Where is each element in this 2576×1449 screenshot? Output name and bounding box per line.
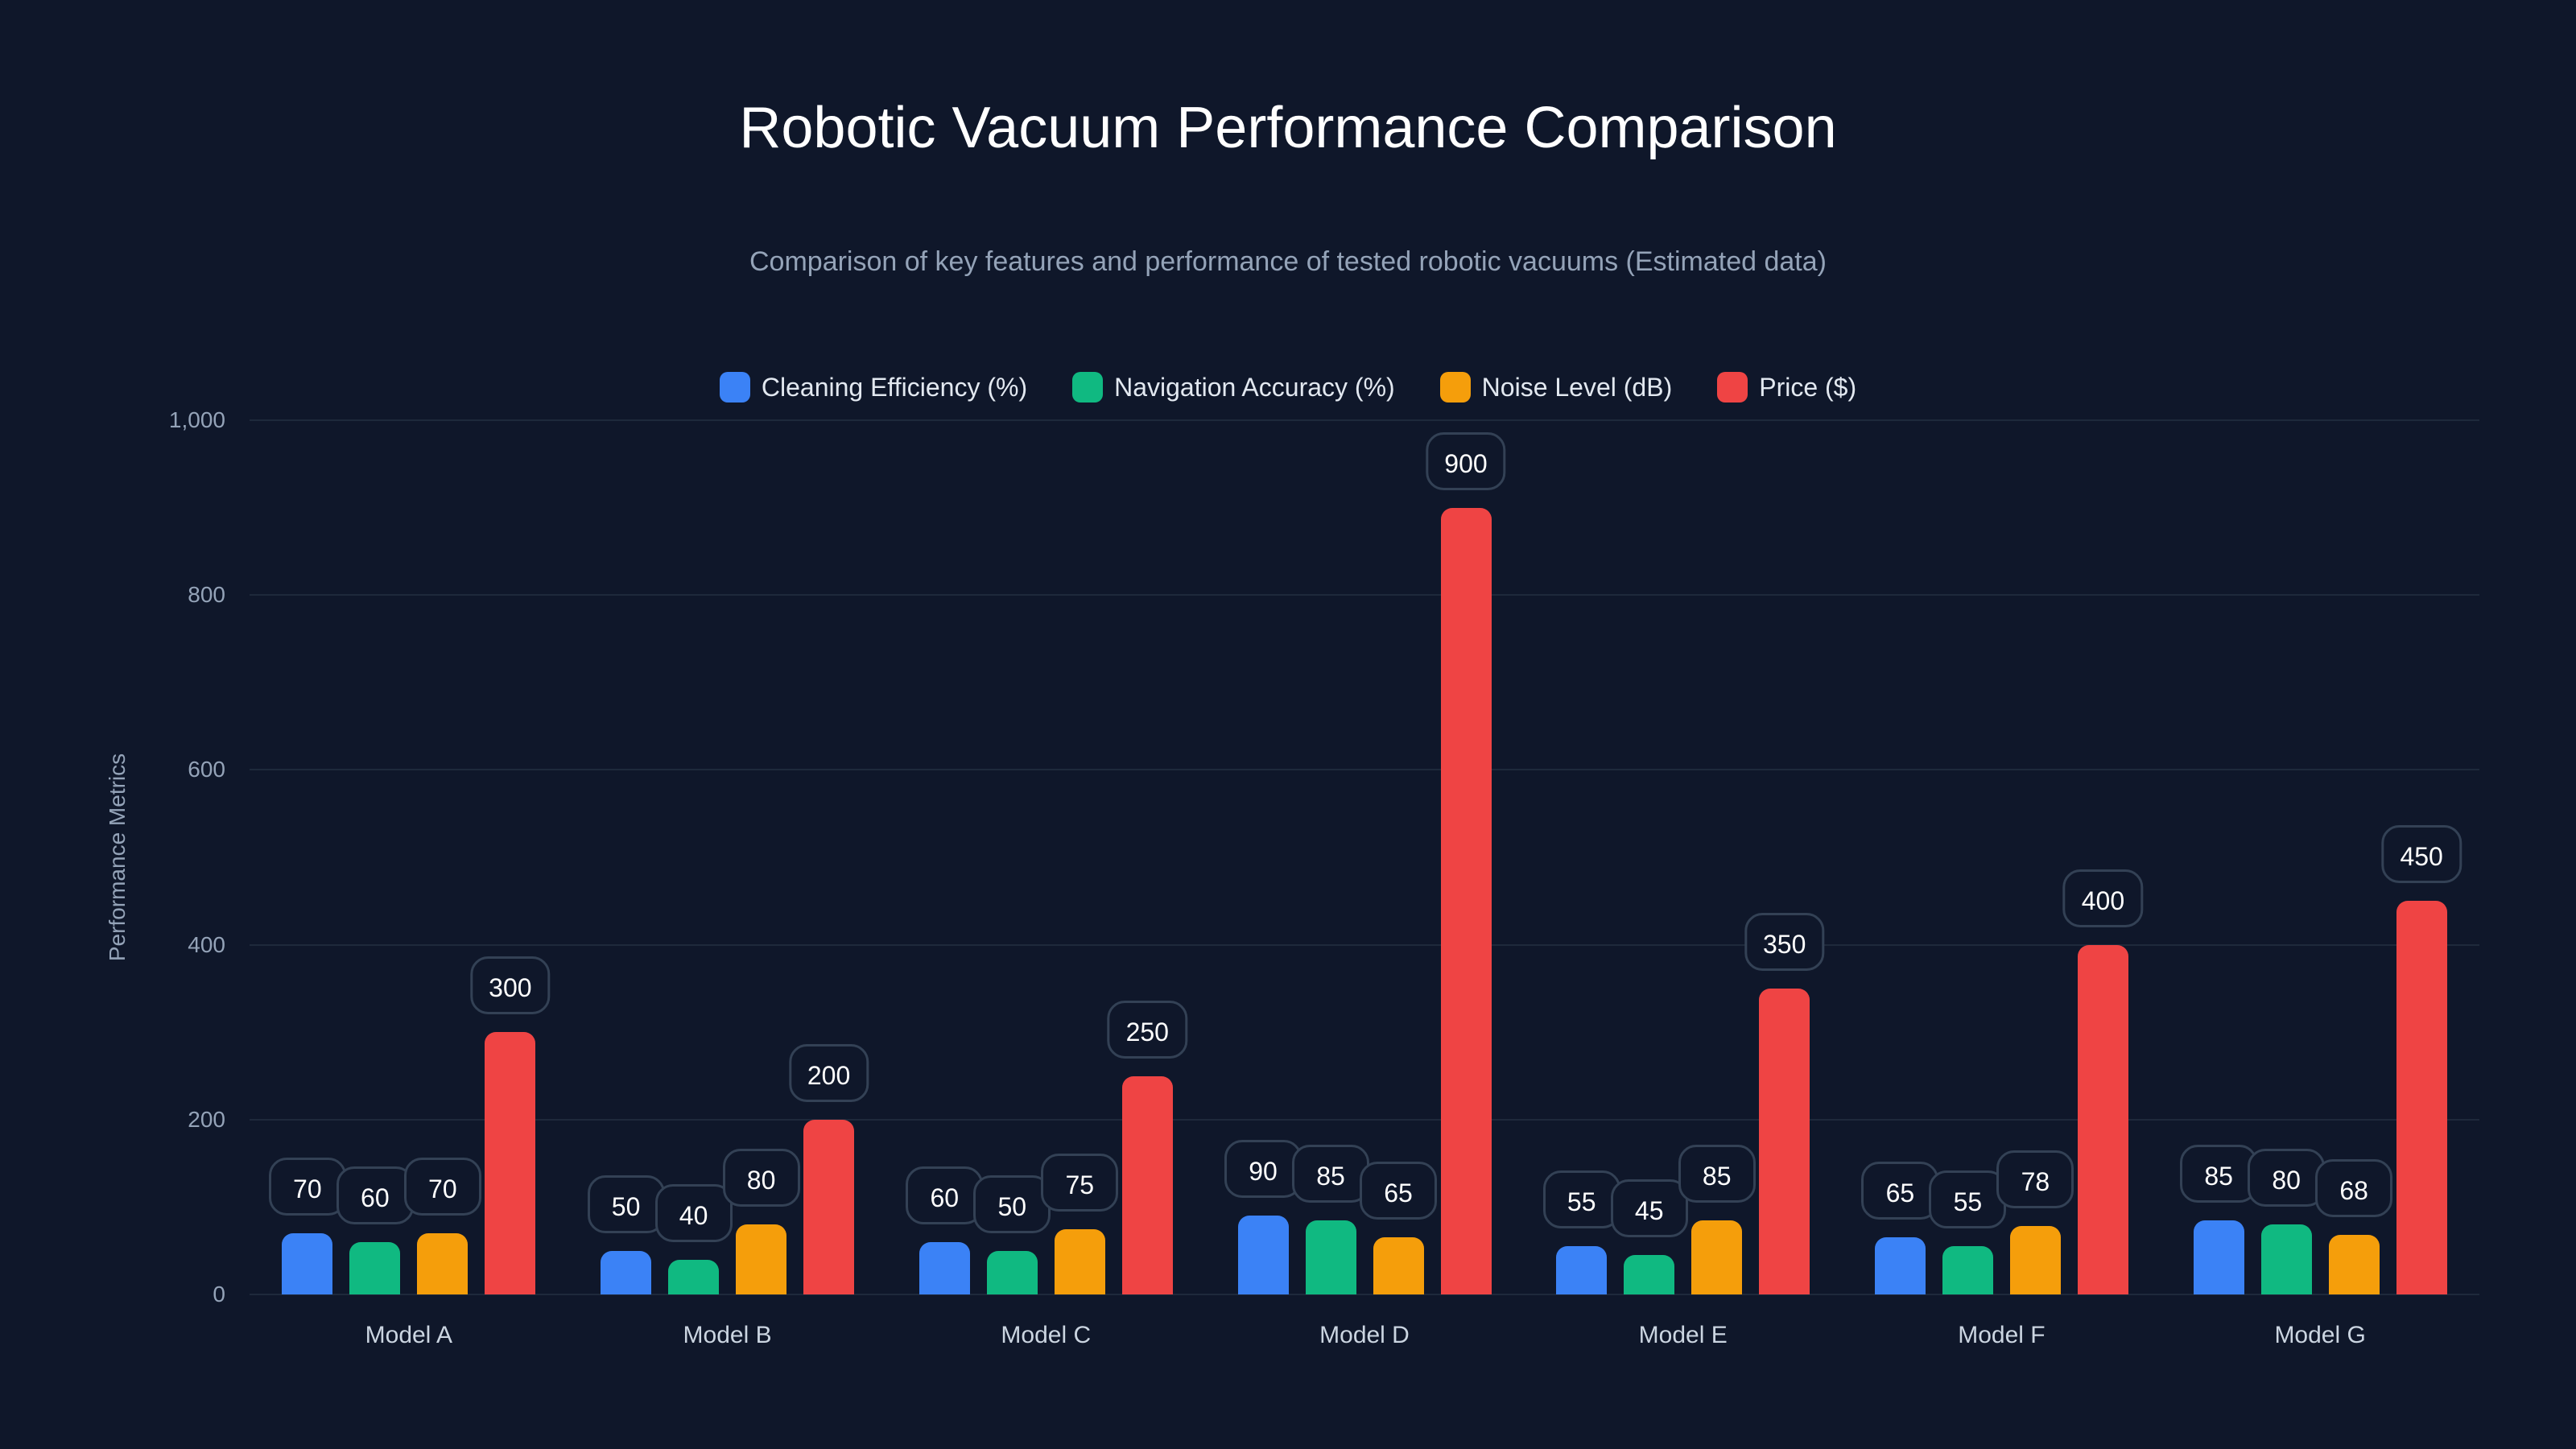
data-label: 50 [587,1174,665,1233]
y-tick-label: 200 [188,1106,225,1132]
gridline [250,419,2479,421]
data-label: 65 [1360,1162,1437,1220]
y-axis-label: Performance Metrics [105,753,130,962]
data-label: 60 [906,1166,984,1224]
y-tick-label: 0 [213,1282,225,1307]
x-tick-label: Model A [365,1322,453,1348]
data-label: 85 [2180,1144,2258,1203]
y-tick-label: 400 [188,931,225,957]
y-tick-label: 800 [188,582,225,608]
chart-legend: Cleaning Efficiency (%) Navigation Accura… [0,372,2576,402]
data-label: 900 [1426,431,1506,490]
bar[interactable] [2328,1235,2380,1294]
bar[interactable] [282,1232,333,1294]
legend-label: Navigation Accuracy (%) [1114,372,1395,402]
legend-label: Cleaning Efficiency (%) [761,372,1028,402]
legend-label: Price ($) [1759,372,1857,402]
bar[interactable] [1121,1075,1173,1294]
plot-area: 70 60 70 300 50 40 80 200 60 50 75 250 90 85 65 900 55 45… [250,419,2479,1295]
data-label: 70 [403,1157,481,1216]
bar[interactable] [2009,1226,2061,1294]
gridline [250,943,2479,946]
chart-title: Robotic Vacuum Performance Comparison [739,96,1837,160]
data-label: 250 [1107,1000,1187,1059]
data-label: 80 [722,1149,800,1208]
bar[interactable] [2077,944,2128,1294]
data-label: 75 [1041,1153,1119,1212]
bar[interactable] [1305,1220,1356,1294]
bar[interactable] [668,1259,720,1294]
bar[interactable] [1556,1246,1608,1294]
data-label: 55 [1929,1170,2007,1229]
bar[interactable] [417,1232,469,1294]
bar[interactable] [1237,1216,1289,1294]
x-tick-label: Model D [1319,1322,1410,1348]
data-label: 78 [1996,1150,2074,1209]
data-label: 50 [973,1174,1051,1233]
data-label: 85 [1292,1144,1369,1203]
bar[interactable] [1942,1246,1993,1294]
data-label: 450 [2381,825,2462,884]
bar[interactable] [1624,1255,1675,1294]
bar[interactable] [2193,1220,2244,1294]
bar[interactable] [1759,988,1810,1294]
data-label: 45 [1610,1179,1688,1238]
bar[interactable] [1054,1228,1105,1294]
x-tick-label: Model B [683,1322,772,1348]
data-label: 350 [1744,912,1825,971]
y-tick-label: 1,000 [168,407,225,432]
bar[interactable] [1874,1237,1926,1294]
legend-swatch-icon [1439,372,1471,402]
bar[interactable] [2396,901,2447,1294]
data-label: 400 [2062,869,2144,927]
bar[interactable] [601,1250,652,1294]
data-label: 85 [1678,1144,1756,1203]
data-label: 70 [268,1157,346,1216]
data-label: 40 [654,1183,733,1242]
legend-item[interactable]: Cleaning Efficiency (%) [719,372,1028,402]
bar[interactable] [803,1119,855,1294]
x-tick-label: Model F [1958,1322,2046,1348]
gridline [250,769,2479,771]
x-tick-label: Model G [2274,1322,2366,1348]
data-label: 65 [1861,1162,1939,1220]
gridline [250,1118,2479,1121]
gridline [250,594,2479,597]
legend-swatch-icon [1717,372,1748,402]
legend-item[interactable]: Navigation Accuracy (%) [1072,372,1395,402]
legend-label: Noise Level (dB) [1481,372,1673,402]
data-label: 200 [788,1043,869,1102]
legend-swatch-icon [719,372,750,402]
legend-item[interactable]: Noise Level (dB) [1439,372,1673,402]
bar[interactable] [1691,1220,1743,1294]
bar[interactable] [1373,1237,1424,1294]
data-label: 300 [470,956,551,1015]
data-label: 60 [336,1166,414,1224]
bar[interactable] [2260,1224,2312,1294]
x-tick-label: Model E [1638,1322,1728,1348]
data-label: 55 [1542,1170,1620,1229]
bar[interactable] [485,1032,536,1294]
legend-swatch-icon [1072,372,1104,402]
bar[interactable] [986,1250,1038,1294]
bar[interactable] [919,1241,970,1294]
y-tick-label: 600 [188,757,225,782]
bar[interactable] [736,1224,787,1294]
chart-subtitle: Comparison of key features and performan… [749,246,1827,277]
data-label: 80 [2248,1149,2326,1208]
legend-item[interactable]: Price ($) [1717,372,1856,402]
data-label: 90 [1224,1140,1302,1199]
bar[interactable] [349,1241,401,1294]
bar[interactable] [1440,507,1492,1294]
data-label: 68 [2315,1159,2393,1218]
gridline [250,1294,2479,1295]
x-tick-label: Model C [1001,1322,1092,1348]
